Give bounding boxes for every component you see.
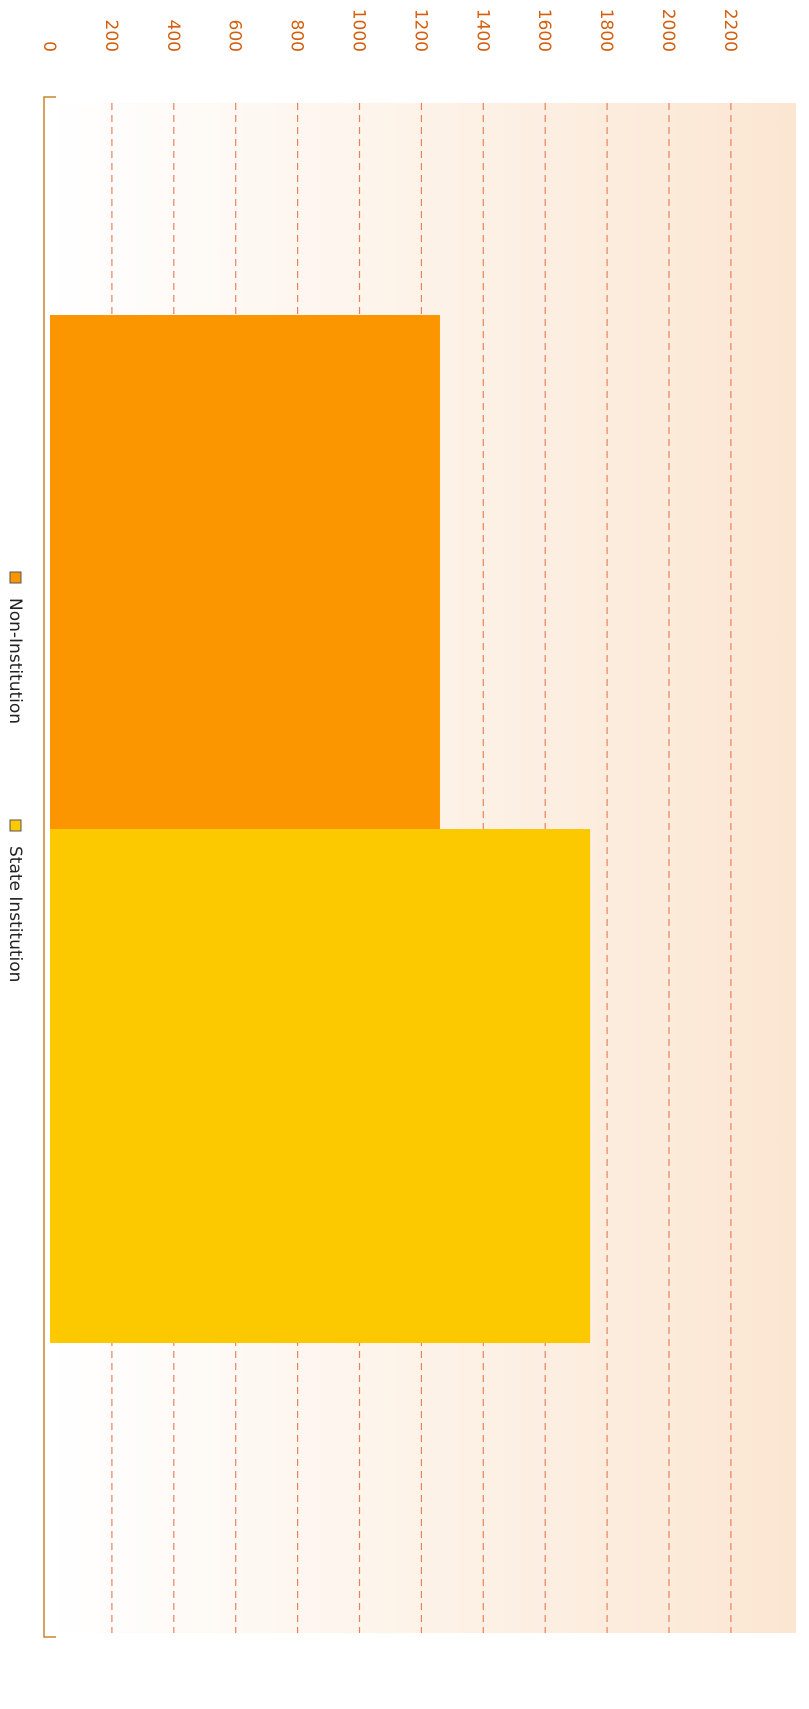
legend-label-non-institution: Non-Institution [5,598,25,724]
tick-label-1800: 1800 [596,9,616,52]
legend-swatch-non-institution [9,571,22,584]
legend-swatch-state-institution [9,819,22,832]
legend: Non-Institution State Institution [5,571,25,982]
tick-label-0: 0 [39,41,59,52]
category-axis-line [43,96,56,1638]
tick-label-200: 200 [101,20,121,52]
bars [50,315,591,1343]
tick-label-1200: 1200 [410,9,430,52]
tick-label-400: 400 [163,20,183,52]
tick-label-600: 600 [225,20,245,52]
tick-label-800: 800 [287,20,307,52]
tick-label-1000: 1000 [349,9,369,52]
axis [43,96,56,1638]
tick-label-2200: 2200 [720,9,740,52]
bar-non-institution [50,315,440,829]
tick-labels: 0 200 400 600 800 1000 1200 1400 1600 1800 2000 220… [39,9,740,52]
tick-label-1600: 1600 [534,9,554,52]
tick-label-1400: 1400 [472,9,492,52]
bar-state-institution [50,829,591,1343]
tick-label-2000: 2000 [658,9,678,52]
legend-label-state-institution: State Institution [5,846,25,982]
